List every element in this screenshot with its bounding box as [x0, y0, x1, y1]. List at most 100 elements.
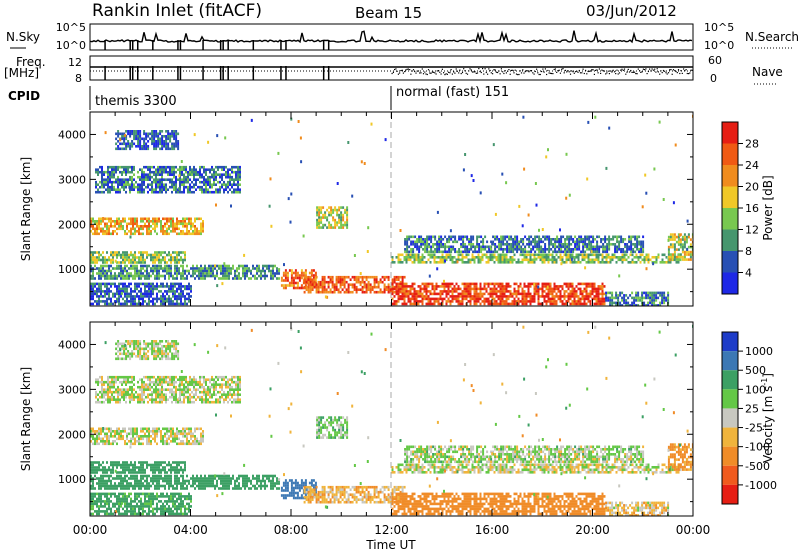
- scatter-cell: [404, 248, 407, 251]
- scatter-cell: [443, 282, 446, 286]
- scatter-cell: [425, 297, 428, 301]
- scatter-cell: [115, 178, 117, 181]
- scatter-cell: [92, 477, 94, 480]
- scatter-cell: [142, 253, 144, 257]
- scatter-cell: [190, 274, 192, 278]
- scatter-cell: [174, 432, 176, 436]
- scatter-cell: [136, 435, 138, 438]
- scatter-cell: [443, 285, 446, 288]
- scatter-cell: [130, 461, 132, 464]
- scatter-cell: [186, 222, 188, 226]
- scatter-cell: [242, 264, 244, 268]
- scatter-cell: [222, 269, 224, 273]
- scatter-cell: [541, 290, 544, 293]
- scatter-cell: [309, 280, 312, 284]
- scatter-cell: [540, 240, 543, 244]
- scatter-cell: [558, 245, 561, 249]
- scatter-cell: [631, 258, 634, 262]
- scatter-cell: [182, 272, 184, 275]
- scatter-cell: [198, 277, 200, 280]
- scatter-cell: [176, 290, 178, 293]
- scatter-speck: [443, 279, 445, 283]
- scatter-cell: [476, 243, 479, 246]
- scatter-cell: [503, 285, 506, 288]
- scatter-cell: [158, 251, 160, 254]
- scatter-cell: [647, 291, 650, 295]
- scatter-cell: [248, 269, 250, 273]
- scatter-cell: [557, 295, 560, 298]
- scatter-cell: [124, 463, 126, 467]
- scatter-cell: [638, 250, 641, 254]
- scatter-cell: [483, 300, 486, 303]
- scatter-cell: [534, 245, 537, 249]
- scatter-cell: [630, 243, 633, 246]
- scatter-cell: [110, 232, 112, 236]
- scatter-cell: [186, 432, 188, 436]
- scatter-cell: [687, 253, 690, 256]
- scatter-cell: [436, 245, 439, 249]
- scatter-cell: [96, 435, 98, 438]
- scatter-cell: [651, 294, 654, 297]
- scatter-cell: [470, 248, 473, 251]
- scatter-cell: [300, 286, 303, 290]
- scatter-cell: [679, 238, 682, 241]
- scatter-cell: [120, 267, 122, 270]
- scatter-cell: [461, 290, 464, 293]
- scatter-cell: [377, 285, 380, 289]
- scatter-cell: [90, 427, 92, 431]
- scatter-cell: [459, 253, 462, 257]
- scatter-cell: [106, 277, 108, 280]
- scatter-cell: [138, 232, 140, 236]
- scatter-cell: [182, 264, 184, 268]
- scatter-cell: [318, 211, 321, 214]
- scatter-speck: [534, 182, 537, 185]
- scatter-cell: [528, 240, 531, 244]
- scatter-cell: [96, 227, 98, 231]
- scatter-cell: [401, 280, 404, 284]
- scatter-cell: [441, 282, 444, 286]
- scatter-cell: [520, 240, 523, 244]
- scatter-cell: [136, 217, 138, 221]
- scatter-cell: [231, 175, 233, 179]
- scatter-cell: [661, 299, 664, 302]
- scatter-cell: [150, 468, 152, 472]
- scatter-cell: [635, 296, 638, 300]
- scatter-cell: [114, 251, 116, 254]
- scatter-cell: [391, 282, 394, 286]
- scatter-cell: [235, 178, 237, 181]
- scatter-cell: [599, 261, 602, 264]
- scatter-cell: [608, 243, 611, 246]
- scatter-cell: [305, 280, 308, 284]
- scatter-cell: [110, 297, 112, 301]
- scatter-cell: [122, 285, 124, 288]
- scatter-cell: [154, 267, 156, 270]
- colorbar-tick-label: 24: [745, 159, 759, 172]
- scatter-cell: [98, 258, 100, 262]
- scatter-cell: [475, 297, 478, 301]
- scatter-cell: [176, 287, 178, 291]
- scatter-cell: [470, 243, 473, 246]
- scatter-cell: [128, 274, 130, 278]
- scatter-cell: [102, 272, 104, 275]
- scatter-speck: [686, 247, 689, 251]
- scatter-cell: [313, 280, 316, 284]
- scatter-cell: [411, 292, 414, 296]
- scatter-cell: [669, 261, 672, 264]
- scatter-cell: [204, 277, 206, 280]
- scatter-cell: [122, 258, 124, 262]
- scatter-cell: [331, 278, 334, 281]
- scatter-cell: [478, 248, 481, 251]
- scatter-cell: [146, 272, 148, 275]
- scatter-cell: [602, 238, 605, 241]
- scatter-cell: [92, 251, 94, 254]
- scatter-cell: [196, 274, 198, 278]
- scatter-cell: [104, 258, 106, 262]
- scatter-cell: [158, 430, 160, 433]
- scatter-cell: [505, 285, 508, 288]
- scatter-cell: [428, 235, 431, 239]
- scatter-cell: [234, 269, 236, 273]
- scatter-cell: [434, 235, 437, 239]
- scatter-cell: [415, 253, 418, 257]
- scatter-cell: [328, 221, 331, 224]
